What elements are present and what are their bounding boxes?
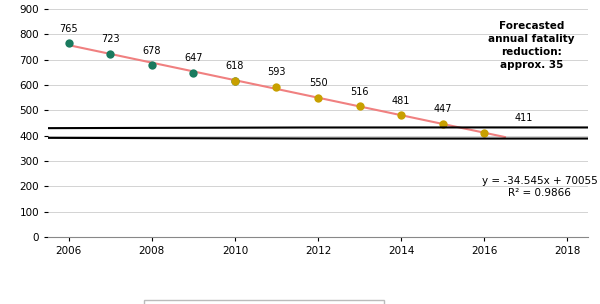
Legend: 5 Year Average Fatalities, Forecast: 5 Year Average Fatalities, Forecast [143,300,385,304]
Text: 647: 647 [184,54,203,64]
Text: 593: 593 [267,67,286,77]
Text: 550: 550 [308,78,328,88]
Text: 516: 516 [350,87,369,97]
Text: 411: 411 [515,113,533,123]
Text: 618: 618 [226,61,244,71]
Text: 765: 765 [59,24,78,34]
Text: 481: 481 [392,95,410,105]
Text: Forecasted
annual fatality
reduction:
approx. 35: Forecasted annual fatality reduction: ap… [488,21,575,70]
Text: 447: 447 [433,104,452,114]
Text: 723: 723 [101,34,119,44]
Text: 678: 678 [143,46,161,56]
Text: y = -34.545x + 70055
R² = 0.9866: y = -34.545x + 70055 R² = 0.9866 [482,176,597,198]
